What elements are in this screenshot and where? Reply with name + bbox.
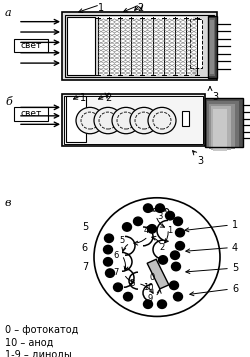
Text: 10 – анод: 10 – анод: [5, 337, 54, 347]
Circle shape: [170, 251, 179, 260]
Text: свет: свет: [20, 110, 42, 119]
Text: 10: 10: [143, 283, 153, 292]
Bar: [211, 106, 231, 150]
Circle shape: [176, 228, 184, 237]
Circle shape: [170, 281, 178, 290]
Bar: [98, 17, 193, 75]
Text: 3: 3: [197, 156, 203, 166]
Text: 2: 2: [137, 3, 143, 13]
Text: 0 – фотокатод: 0 – фотокатод: [5, 325, 78, 335]
Circle shape: [174, 217, 182, 226]
Circle shape: [158, 300, 166, 308]
Circle shape: [122, 223, 132, 231]
Text: 2: 2: [160, 243, 164, 252]
Text: 2: 2: [105, 93, 111, 103]
Circle shape: [94, 198, 220, 316]
Bar: [207, 101, 239, 148]
Text: 7: 7: [82, 262, 88, 272]
Bar: [209, 18, 215, 76]
Circle shape: [124, 292, 132, 301]
Bar: [65, 15, 214, 77]
Text: 6: 6: [82, 243, 88, 253]
Bar: [205, 98, 243, 147]
Text: 1: 1: [168, 226, 172, 235]
Circle shape: [144, 204, 152, 212]
Bar: [14, 39, 48, 52]
Text: 5: 5: [120, 236, 124, 245]
Text: 7: 7: [113, 268, 119, 277]
Circle shape: [106, 269, 114, 277]
Bar: [190, 19, 202, 68]
Circle shape: [148, 225, 156, 233]
Text: 9: 9: [148, 294, 152, 303]
Bar: [67, 17, 95, 75]
Text: 5: 5: [82, 222, 88, 232]
Text: 3: 3: [157, 212, 163, 221]
Bar: [205, 98, 243, 147]
Circle shape: [144, 300, 152, 308]
Text: 3: 3: [212, 92, 218, 102]
Circle shape: [104, 234, 114, 242]
Circle shape: [104, 258, 112, 266]
Circle shape: [148, 107, 176, 134]
Text: 1: 1: [80, 93, 86, 103]
Text: б: б: [5, 97, 12, 107]
Bar: [66, 96, 86, 142]
Bar: [62, 94, 205, 146]
Bar: [213, 109, 227, 151]
Bar: [209, 104, 235, 149]
Text: a: a: [5, 7, 12, 17]
Text: 4: 4: [144, 226, 148, 235]
Text: 8: 8: [129, 279, 135, 288]
Circle shape: [134, 217, 142, 226]
Circle shape: [114, 283, 122, 291]
Circle shape: [176, 242, 184, 250]
Circle shape: [174, 292, 182, 301]
Bar: [62, 12, 217, 80]
Bar: [182, 111, 189, 126]
Bar: [208, 16, 217, 78]
Text: свет: свет: [20, 41, 42, 50]
Circle shape: [172, 262, 180, 271]
Circle shape: [156, 204, 164, 212]
Text: в: в: [5, 198, 12, 208]
Circle shape: [112, 107, 140, 134]
Text: 1: 1: [98, 3, 104, 13]
Circle shape: [94, 107, 122, 134]
Text: 0: 0: [150, 273, 154, 282]
Text: 1-9 – диноды: 1-9 – диноды: [5, 350, 72, 357]
Text: 4: 4: [232, 243, 238, 253]
Bar: [210, 20, 214, 74]
Text: 5: 5: [232, 263, 238, 273]
Polygon shape: [147, 259, 169, 289]
Circle shape: [76, 107, 104, 134]
Circle shape: [130, 107, 158, 134]
Text: 6: 6: [113, 251, 119, 260]
Circle shape: [104, 245, 112, 254]
Text: 1: 1: [232, 220, 238, 230]
Circle shape: [166, 211, 174, 220]
Bar: [64, 96, 203, 144]
Bar: [14, 107, 48, 121]
Text: 6: 6: [232, 284, 238, 294]
Circle shape: [158, 256, 168, 264]
